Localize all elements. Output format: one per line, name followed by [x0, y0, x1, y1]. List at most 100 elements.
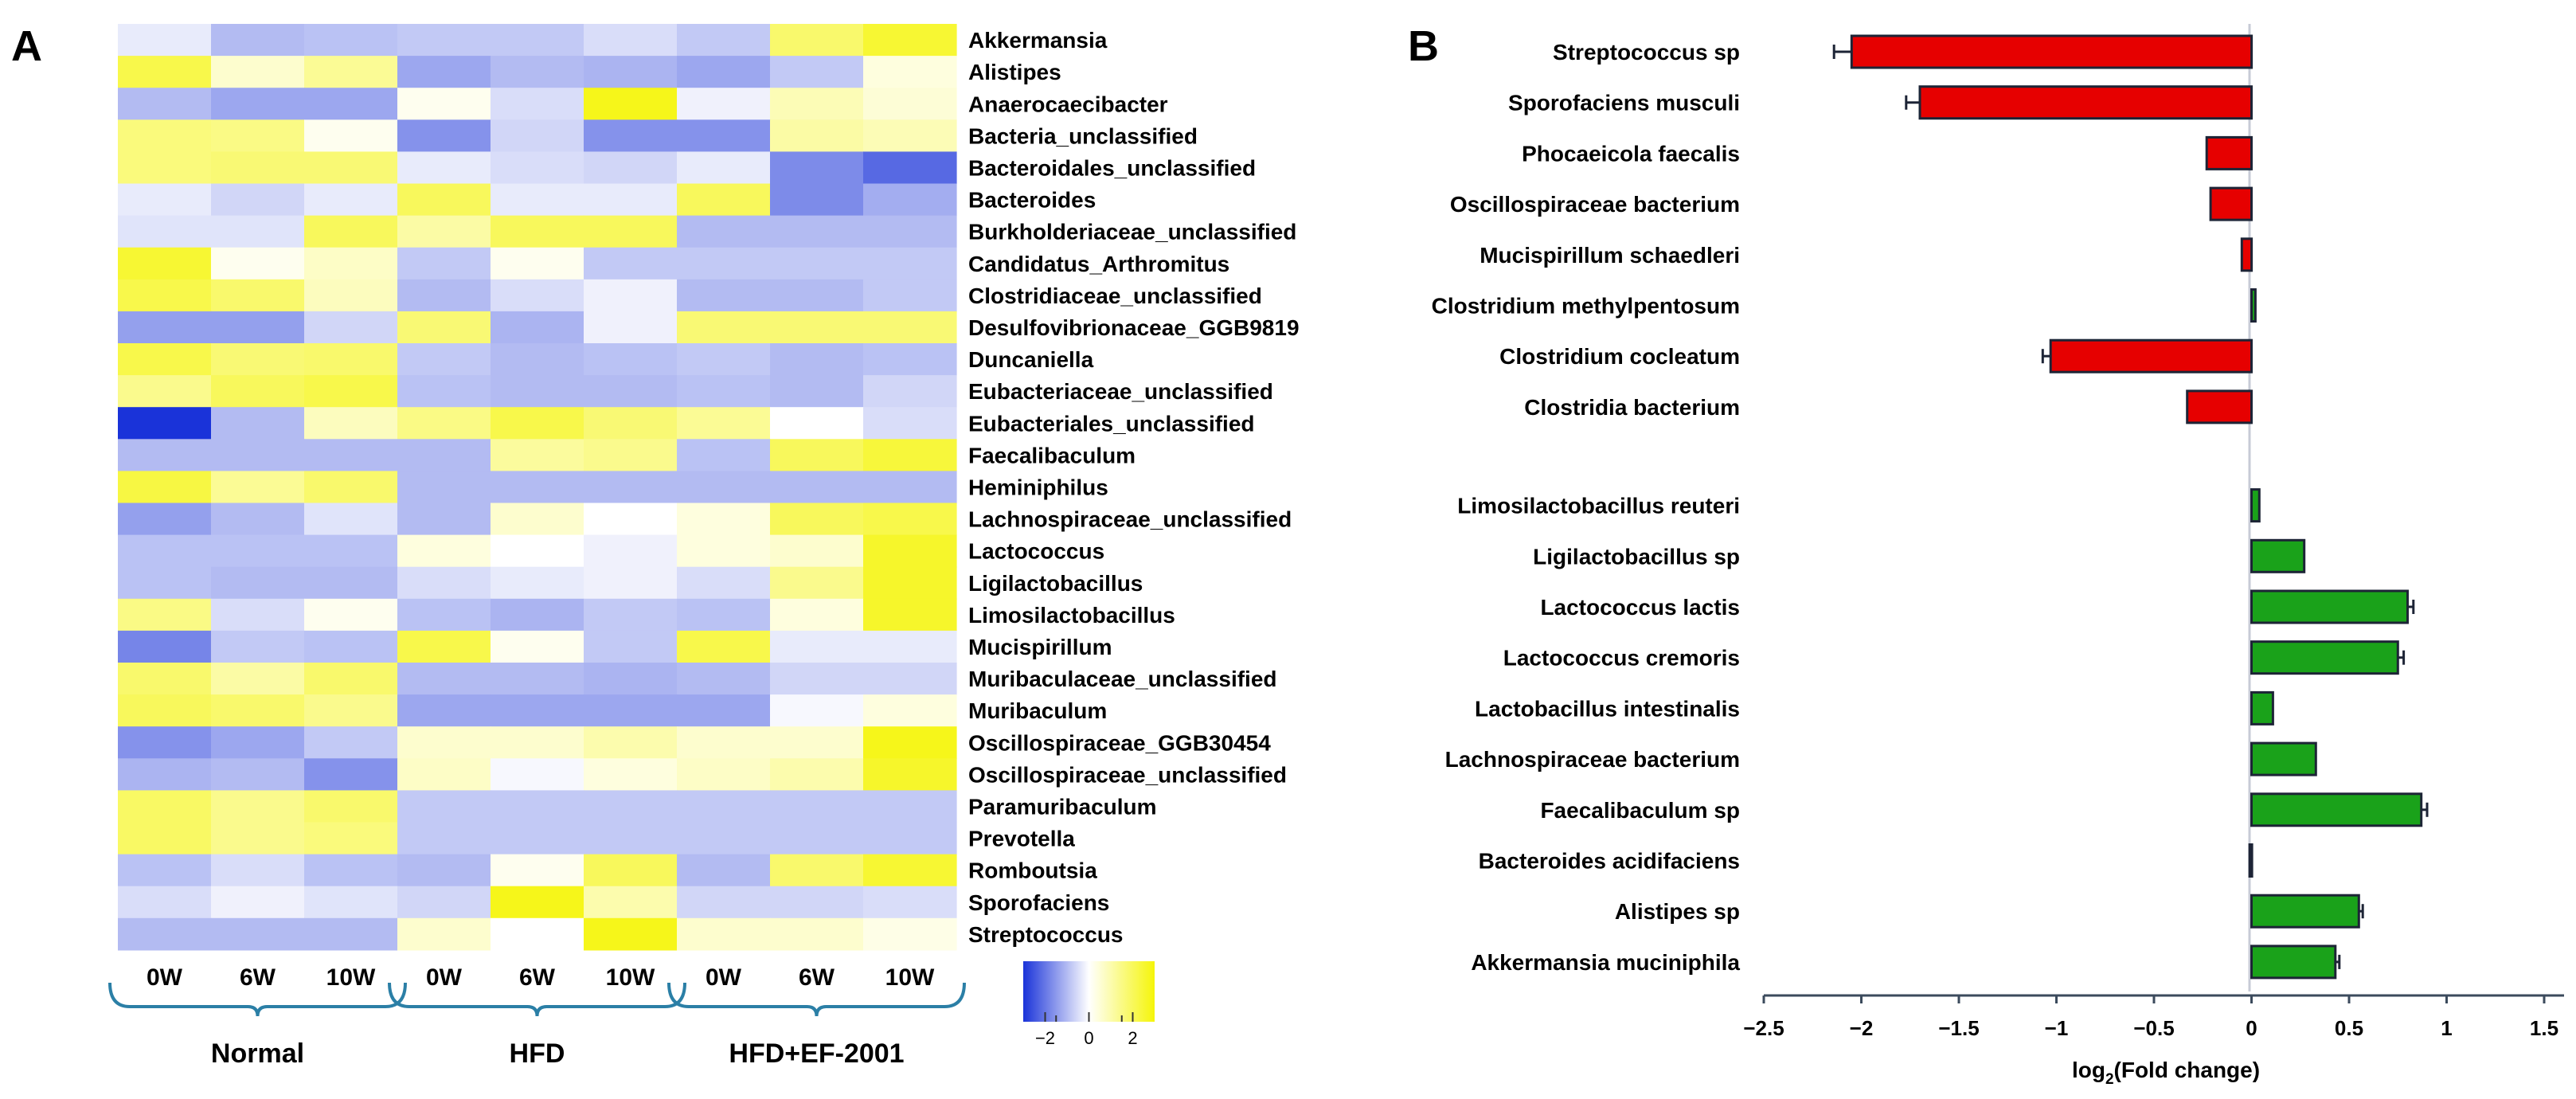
- heatmap-cell: [677, 663, 771, 695]
- heatmap-row-label: Mucispirillum: [968, 635, 1112, 659]
- heatmap-cell: [118, 886, 212, 919]
- heatmap-cell: [211, 503, 305, 536]
- heatmap-cell: [397, 311, 491, 344]
- x-tick-label: −1.5: [1938, 1016, 1979, 1040]
- heatmap-cell: [491, 119, 584, 152]
- heatmap-cell: [397, 343, 491, 376]
- heatmap-cell: [584, 88, 678, 120]
- heatmap-cell: [304, 119, 398, 152]
- heatmap-cell: [770, 694, 864, 727]
- heatmap-cell: [863, 24, 957, 57]
- heatmap-group-brackets: Normal HFD HFD+EF-2001: [108, 982, 966, 1069]
- bar-category-label: Clostridium methylpentosum: [1432, 294, 1740, 319]
- heatmap-cell: [584, 726, 678, 759]
- heatmap-cell: [863, 598, 957, 632]
- heatmap-row-label: Bacteria_unclassified: [968, 123, 1198, 148]
- heatmap-cell: [584, 151, 678, 185]
- heatmap-cell: [584, 917, 678, 951]
- heatmap-cell: [397, 790, 491, 823]
- heatmap-cell: [491, 886, 584, 919]
- heatmap-cell: [863, 854, 957, 887]
- heatmap-column-label: 6W: [799, 964, 835, 991]
- heatmap-row-label: Candidatus_Arthromitus: [968, 252, 1229, 276]
- heatmap-cell: [491, 630, 584, 663]
- heatmap-cell: [584, 247, 678, 280]
- heatmap-cell: [863, 758, 957, 791]
- heatmap-cell: [211, 534, 305, 568]
- heatmap-cell: [118, 663, 212, 695]
- heatmap-cell: [397, 407, 491, 440]
- heatmap-cell: [118, 790, 212, 823]
- group-bracket: [388, 982, 686, 1017]
- heatmap-cell: [118, 407, 212, 440]
- bar: [2250, 640, 2399, 675]
- heatmap-cell: [491, 88, 584, 120]
- bar: [2186, 389, 2253, 424]
- heatmap-cell: [118, 215, 212, 248]
- heatmap-cell: [584, 534, 678, 568]
- heatmap-cell: [491, 534, 584, 568]
- heatmap-cell: [584, 279, 678, 312]
- heatmap-cell: [770, 726, 864, 759]
- heatmap-cell: [677, 151, 771, 185]
- heatmap-column-label: 10W: [885, 964, 935, 991]
- heatmap-cell: [491, 822, 584, 855]
- heatmap-cell: [304, 534, 398, 568]
- heatmap-cell: [863, 439, 957, 471]
- heatmap-cell: [770, 758, 864, 791]
- heatmap-cell: [211, 343, 305, 376]
- heatmap-cell: [770, 598, 864, 632]
- heatmap-row-label: Desulfovibrionaceae_GGB9819: [968, 315, 1300, 340]
- heatmap-cell: [863, 407, 957, 440]
- heatmap-cell: [677, 439, 771, 471]
- heatmap-cell: [397, 758, 491, 791]
- heatmap-cell: [211, 24, 305, 57]
- heatmap-cell: [863, 566, 957, 600]
- heatmap-cell: [863, 694, 957, 727]
- heatmap-cell: [397, 822, 491, 855]
- heatmap-cell: [397, 694, 491, 727]
- heatmap-cell: [118, 247, 212, 280]
- heatmap-cell: [677, 56, 771, 88]
- bar-category-label: Lactobacillus intestinalis: [1475, 696, 1740, 721]
- heatmap-cell: [304, 503, 398, 536]
- heatmap-cell: [584, 375, 678, 408]
- x-axis-title-rest: (Fold change): [2114, 1058, 2261, 1082]
- heatmap-column-labels: 0W 6W 10W 0W 6W 10W 0W 6W 10W: [147, 964, 935, 991]
- heatmap-cell: [770, 311, 864, 344]
- heatmap-cell: [770, 375, 864, 408]
- heatmap-cell: [304, 56, 398, 88]
- bar-category-label: Alistipes sp: [1615, 899, 1740, 924]
- colorbar-tick-label: 2: [1128, 1028, 1137, 1048]
- heatmap-cell: [677, 88, 771, 120]
- heatmap-cell: [770, 119, 864, 152]
- heatmap-colorbar: −2 0 2: [1023, 961, 1155, 1048]
- heatmap-cell: [211, 88, 305, 120]
- heatmap-cell: [211, 886, 305, 919]
- heatmap-cell: [863, 790, 957, 823]
- heatmap-cell: [304, 822, 398, 855]
- bar: [2250, 589, 2409, 624]
- bar: [1850, 34, 2254, 69]
- heatmap-cell: [211, 183, 305, 217]
- heatmap-cell: [863, 822, 957, 855]
- heatmap-cell: [491, 439, 584, 471]
- heatmap-cell: [118, 119, 212, 152]
- heatmap-cell: [677, 630, 771, 663]
- heatmap-row-label: Duncaniella: [968, 347, 1094, 372]
- x-tick-label: −2: [1850, 1016, 1874, 1040]
- heatmap-cell: [677, 215, 771, 248]
- heatmap-cell: [677, 790, 771, 823]
- heatmap-cell: [491, 343, 584, 376]
- heatmap-cell: [211, 758, 305, 791]
- heatmap-cell: [677, 566, 771, 600]
- heatmap-cell: [118, 183, 212, 217]
- heatmap-cell: [118, 694, 212, 727]
- heatmap-cell: [491, 375, 584, 408]
- heatmap-row-label: Limosilactobacillus: [968, 603, 1175, 628]
- heatmap-cell: [677, 917, 771, 951]
- heatmap-cell: [397, 375, 491, 408]
- bar-category-label: Oscillospiraceae bacterium: [1450, 192, 1740, 217]
- bar: [2049, 338, 2253, 374]
